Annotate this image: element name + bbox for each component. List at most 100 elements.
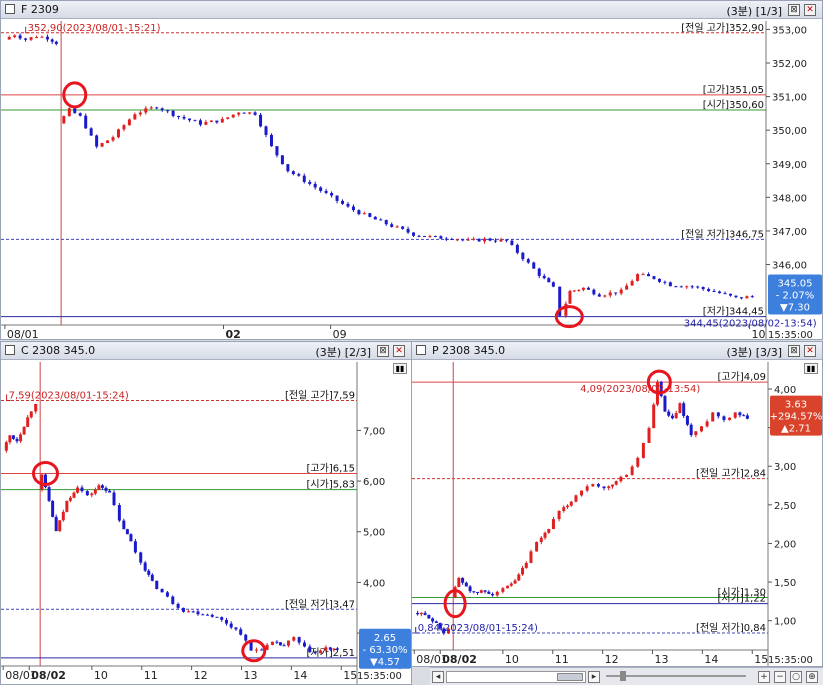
candle-body bbox=[663, 281, 667, 283]
candle-body bbox=[739, 297, 743, 299]
candle-body bbox=[718, 291, 722, 294]
chart-scroll-toolbar: ◂ ▸ + − ○ ⊕ bbox=[430, 667, 823, 685]
candle-body bbox=[457, 577, 461, 587]
annotation-arrow bbox=[415, 627, 420, 634]
y-tick-label: 349,00 bbox=[772, 160, 807, 171]
candle-body bbox=[181, 607, 185, 612]
candle-body bbox=[220, 617, 224, 620]
candle-body bbox=[165, 592, 169, 597]
current-price: 2.65 bbox=[374, 633, 396, 644]
candle-body bbox=[603, 295, 607, 297]
call-candlestick-chart[interactable]: 3,004,005,006,007,0008/0108/021011121314… bbox=[1, 360, 412, 685]
x-tick-label: 10 bbox=[752, 328, 766, 340]
candle-body bbox=[278, 642, 282, 646]
candle-body bbox=[231, 114, 235, 118]
futures-close-button[interactable]: ✕ bbox=[804, 4, 816, 16]
scroll-right-icon[interactable]: ▸ bbox=[588, 671, 600, 683]
candle-body bbox=[332, 648, 336, 650]
candle-body bbox=[461, 577, 465, 583]
x-tick-label: 12 bbox=[605, 653, 619, 666]
level-label-low: [저가]1,22 bbox=[718, 593, 766, 605]
candle-body bbox=[668, 282, 672, 287]
level-label-open: [시가]350,60 bbox=[703, 99, 764, 111]
candle-body bbox=[191, 611, 195, 613]
put-indicator-toggle-icon[interactable]: ▮▮ bbox=[804, 363, 818, 374]
candle-body bbox=[728, 293, 732, 296]
futures-chart-panel[interactable]: F 2309 (3분) [1/3] ⊠ ✕ 346,00 347,00 348,00… bbox=[0, 0, 823, 340]
candle-body bbox=[275, 146, 279, 156]
candle-body bbox=[501, 588, 505, 592]
put-close-button[interactable]: ✕ bbox=[804, 345, 816, 357]
scroll-thumb[interactable] bbox=[557, 673, 583, 681]
candle-body bbox=[19, 434, 23, 442]
scroll-left-icon[interactable]: ◂ bbox=[432, 671, 444, 683]
y-tick-label: 5,00 bbox=[363, 528, 385, 539]
candle-body bbox=[116, 129, 120, 138]
candle-body bbox=[54, 516, 58, 532]
candle-body bbox=[117, 505, 121, 521]
zoom-out-icon[interactable]: − bbox=[774, 671, 786, 683]
y-tick-label: 7,00 bbox=[363, 426, 385, 437]
candle-body bbox=[574, 495, 578, 502]
candle-body bbox=[85, 491, 89, 496]
level-label-high: [고가]6,15 bbox=[307, 462, 355, 474]
zoom-reset-icon[interactable]: ○ bbox=[790, 671, 802, 683]
annotation-label: 344,45(2023/08/02-13:54) bbox=[684, 319, 817, 330]
level-label-high: [고가]4,09 bbox=[718, 371, 766, 383]
candle-body bbox=[745, 296, 749, 299]
current-change-pct: +294.57% bbox=[770, 412, 823, 423]
zoom-slider-track[interactable] bbox=[606, 675, 746, 677]
candle-body bbox=[22, 426, 26, 435]
put-chart-panel[interactable]: P 2308 345.0 (3분) [3/3] ⊠ ✕ ▮▮ 1,00 1,50 2… bbox=[411, 341, 823, 667]
candle-body bbox=[685, 415, 689, 425]
y-tick-label: 347,00 bbox=[772, 227, 807, 238]
x-tick-label: 08/01 bbox=[5, 669, 37, 682]
candle-body bbox=[419, 612, 423, 615]
call-select-checkbox[interactable] bbox=[5, 345, 15, 355]
candle-body bbox=[610, 484, 614, 487]
candle-body bbox=[177, 116, 181, 118]
candle-body bbox=[234, 627, 238, 630]
call-title-bar: C 2308 345.0 (3분) [2/3] ⊠ ✕ bbox=[1, 342, 411, 360]
candle-body bbox=[34, 403, 38, 412]
candle-body bbox=[416, 612, 420, 615]
highlight-circle bbox=[443, 589, 467, 619]
candle-body bbox=[89, 128, 93, 136]
candle-body bbox=[244, 634, 248, 641]
candle-body bbox=[313, 652, 317, 654]
candle-body bbox=[722, 416, 726, 420]
put-candlestick-chart[interactable]: 1,001,502,002,503,003,504,0008/0108/0210… bbox=[412, 360, 823, 667]
call-title: C 2308 345.0 bbox=[21, 344, 96, 357]
zoom-in-icon[interactable]: + bbox=[758, 671, 770, 683]
put-select-checkbox[interactable] bbox=[416, 345, 426, 355]
futures-select-checkbox[interactable] bbox=[5, 4, 15, 14]
candle-body bbox=[685, 286, 689, 288]
candle-body bbox=[50, 39, 54, 42]
zoom-fit-icon[interactable]: ⊕ bbox=[806, 671, 818, 683]
level-label-high: [고가]351,05 bbox=[703, 84, 764, 96]
put-page: [3/3] bbox=[755, 346, 782, 359]
put-interval-info: (3분) [3/3] bbox=[727, 344, 783, 360]
candle-body bbox=[160, 588, 164, 593]
futures-maximize-button[interactable]: ⊠ bbox=[788, 4, 800, 16]
candle-body bbox=[477, 238, 481, 242]
futures-candlestick-chart[interactable]: 346,00 347,00 348,00 349,00 350,00 351,00 352,… bbox=[1, 19, 823, 340]
candle-body bbox=[209, 120, 213, 123]
candle-body bbox=[542, 275, 546, 279]
call-indicator-toggle-icon[interactable]: ▮▮ bbox=[393, 363, 407, 374]
candle-body bbox=[95, 135, 99, 147]
put-maximize-button[interactable]: ⊠ bbox=[788, 345, 800, 357]
call-close-button[interactable]: ✕ bbox=[393, 345, 405, 357]
candle-body bbox=[286, 640, 290, 646]
candle-body bbox=[302, 175, 306, 182]
candle-body bbox=[468, 586, 472, 592]
call-chart-panel[interactable]: C 2308 345.0 (3분) [2/3] ⊠ ✕ ▮▮ 3,004,005… bbox=[0, 341, 412, 685]
scroll-track[interactable] bbox=[446, 671, 586, 683]
candle-body bbox=[384, 220, 388, 225]
put-title: P 2308 345.0 bbox=[432, 344, 506, 357]
zoom-slider-handle[interactable] bbox=[620, 671, 626, 681]
candle-body bbox=[450, 239, 454, 241]
call-maximize-button[interactable]: ⊠ bbox=[377, 345, 389, 357]
highlight-circle bbox=[646, 369, 672, 395]
candle-body bbox=[572, 290, 576, 292]
